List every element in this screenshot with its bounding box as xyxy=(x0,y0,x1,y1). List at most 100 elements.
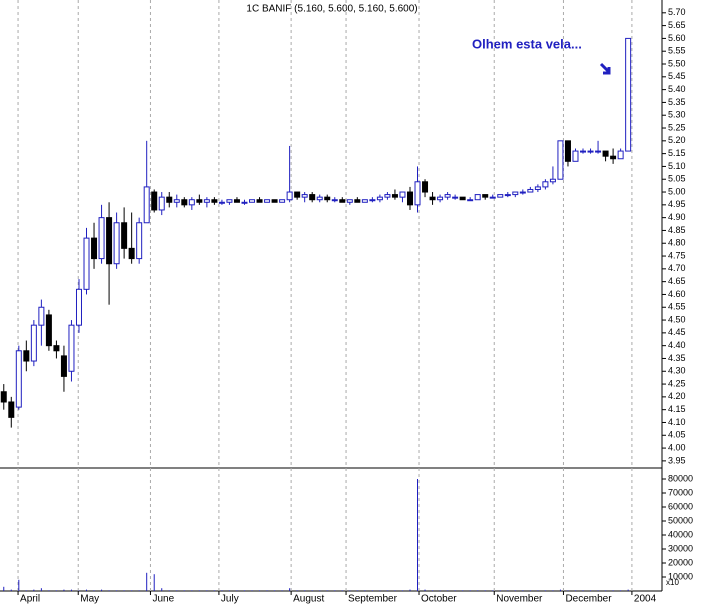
y-tick-label: 4.50 xyxy=(668,314,686,324)
candle-body xyxy=(391,194,398,198)
candle-body xyxy=(580,150,587,153)
candle-body xyxy=(143,186,150,224)
candle-body xyxy=(482,194,489,198)
candle-body xyxy=(489,196,496,199)
y-tick-label: 4.00 xyxy=(668,442,686,452)
candle-body xyxy=(437,196,444,201)
candle-body xyxy=(610,155,617,160)
candle-body xyxy=(549,178,556,183)
candle-body xyxy=(504,194,511,197)
y-tick-label: 5.25 xyxy=(668,122,686,132)
candle-body xyxy=(68,324,75,372)
candle-body xyxy=(128,247,135,260)
chart-title: 1C BANIF (5.160, 5.600, 5.160, 5.600) xyxy=(246,4,417,15)
x-tick-label: June xyxy=(152,594,174,604)
candle-body xyxy=(324,196,331,201)
y-tick-label: 4.35 xyxy=(668,353,686,363)
candle-body xyxy=(166,196,173,203)
y-tick-label: 5.70 xyxy=(668,7,686,17)
candle-body xyxy=(429,196,436,201)
candle-body xyxy=(369,199,376,202)
y-tick-label: 4.55 xyxy=(668,302,686,312)
y-tick-label: 4.10 xyxy=(668,417,686,427)
candle-body xyxy=(376,196,383,201)
y-tick-label: 4.30 xyxy=(668,366,686,376)
y-tick-label: 5.50 xyxy=(668,58,686,68)
y2-tick-label: 30000 xyxy=(668,543,693,553)
y-tick-label: 4.25 xyxy=(668,378,686,388)
y-tick-label: 3.95 xyxy=(668,455,686,465)
candle-body xyxy=(83,237,90,290)
candle-body xyxy=(452,196,459,199)
x-tick-label: July xyxy=(221,594,239,604)
candle-body xyxy=(474,194,481,201)
candle-body xyxy=(512,191,519,196)
candle-body xyxy=(572,150,579,162)
y-tick-label: 4.85 xyxy=(668,225,686,235)
candle-body xyxy=(60,355,67,377)
y2-tick-label: 70000 xyxy=(668,487,693,497)
y2-tick-label: 80000 xyxy=(668,473,693,483)
candle-body xyxy=(316,196,323,201)
candle-body xyxy=(151,191,158,211)
candle-body xyxy=(98,217,105,260)
candle-body xyxy=(467,199,474,202)
candle-body xyxy=(136,222,143,260)
candle-body xyxy=(53,345,60,352)
candle-body xyxy=(346,199,353,203)
candle-body xyxy=(23,350,30,362)
candle-body xyxy=(158,196,165,211)
x-tick-label: 2004 xyxy=(634,594,657,604)
candle-body xyxy=(45,314,52,347)
candle-body xyxy=(196,199,203,203)
candle-body xyxy=(181,199,188,206)
x-tick-label: October xyxy=(421,594,457,604)
candle-body xyxy=(226,199,233,203)
volume-unit: x10 xyxy=(666,578,679,587)
candle-body xyxy=(8,401,15,418)
candle-body xyxy=(106,217,113,265)
x-tick-label: May xyxy=(80,594,99,604)
x-tick-label: November xyxy=(496,594,543,604)
y2-tick-label: 50000 xyxy=(668,515,693,525)
candle-body xyxy=(15,350,22,408)
y-tick-label: 4.20 xyxy=(668,391,686,401)
x-tick-label: April xyxy=(20,594,40,604)
y-tick-label: 5.40 xyxy=(668,84,686,94)
candle-body xyxy=(595,150,602,153)
candle-body xyxy=(91,237,98,260)
y-tick-label: 4.15 xyxy=(668,404,686,414)
candle-body xyxy=(331,199,338,202)
y-tick-label: 4.70 xyxy=(668,263,686,273)
x-tick-label: September xyxy=(348,594,398,604)
candle-body xyxy=(519,191,526,194)
x-tick-label: August xyxy=(293,594,324,604)
candle-body xyxy=(211,199,218,203)
candle-body xyxy=(271,199,278,203)
y2-tick-label: 10000 xyxy=(668,571,693,581)
candle-body xyxy=(422,181,429,193)
candle-body xyxy=(564,140,571,162)
candle-body xyxy=(256,199,263,203)
y-tick-label: 4.75 xyxy=(668,250,686,260)
candle-body xyxy=(233,199,240,203)
y2-tick-label: 60000 xyxy=(668,501,693,511)
candle-body xyxy=(361,199,368,203)
candle-body xyxy=(406,191,413,206)
y-tick-label: 5.30 xyxy=(668,110,686,120)
candle-body xyxy=(557,140,564,180)
y-tick-label: 4.95 xyxy=(668,199,686,209)
candle-body xyxy=(354,199,361,203)
candle-body xyxy=(249,199,256,203)
y-tick-label: 4.05 xyxy=(668,430,686,440)
candle-body xyxy=(279,199,286,203)
y2-tick-label: 20000 xyxy=(668,557,693,567)
candle-body xyxy=(602,150,609,157)
candle-body xyxy=(301,194,308,198)
candle-body xyxy=(444,194,451,198)
candle-body xyxy=(113,222,120,265)
y-tick-label: 5.55 xyxy=(668,46,686,56)
candle-body xyxy=(527,188,534,193)
candle-body xyxy=(294,191,301,198)
